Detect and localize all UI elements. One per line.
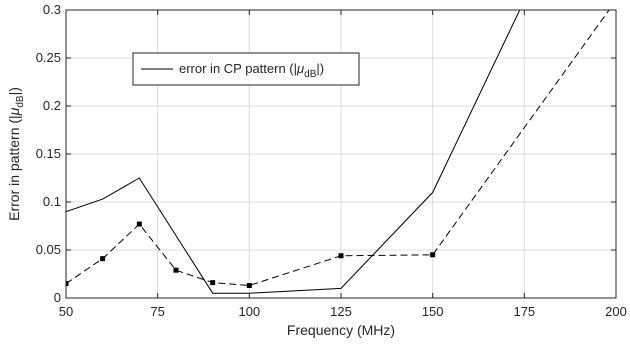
legend: error in CP pattern (|μdB|)	[132, 52, 360, 86]
x-tick-label: 200	[605, 304, 627, 319]
data-point-marker	[338, 253, 344, 259]
x-tick-label: 150	[422, 304, 444, 319]
y-axis-label: Error in pattern (|μdB|)	[6, 87, 26, 221]
x-tick-label: 50	[59, 304, 73, 319]
data-point-marker	[136, 221, 142, 227]
x-tick-label: 75	[150, 304, 164, 319]
y-tick-label: 0	[54, 290, 61, 305]
data-point-marker	[246, 283, 252, 289]
legend-label: error in CP pattern (|μdB|)	[179, 61, 324, 80]
series-line-1	[66, 10, 521, 294]
legend-label-mu: μ	[296, 61, 304, 76]
y-tick-label: 0.05	[36, 242, 61, 257]
legend-label-sub: dB	[304, 69, 317, 80]
y-axis-label-mu: μ	[6, 107, 22, 116]
y-tick-label: 0.3	[43, 2, 61, 17]
x-tick-label: 175	[513, 304, 535, 319]
y-tick-label: 0.15	[36, 146, 61, 161]
y-axis-label-suffix: |)	[6, 87, 22, 95]
data-point-marker	[430, 252, 436, 258]
y-tick-label: 0.25	[36, 50, 61, 65]
data-point-marker	[66, 281, 69, 287]
data-point-marker	[173, 267, 179, 273]
x-tick-label: 100	[238, 304, 260, 319]
data-point-marker	[614, 0, 619, 3]
x-tick-label: 125	[330, 304, 352, 319]
data-point-marker	[100, 256, 106, 262]
x-axis-label: Frequency (MHz)	[287, 322, 395, 338]
y-axis-label-prefix: Error in pattern (|	[6, 115, 22, 221]
data-point-marker	[210, 280, 216, 286]
y-axis-label-sub: dB	[15, 95, 26, 108]
legend-label-prefix: error in CP pattern (|	[179, 61, 297, 76]
legend-label-suffix: |)	[316, 61, 324, 76]
ticks: 50 75 100 125 150 175 200 0 0.05 0.1 0.15 0.2 0.25 0.…	[36, 2, 627, 319]
series-layer	[66, 0, 619, 294]
y-tick-label: 0.1	[43, 194, 61, 209]
y-tick-label: 0.2	[43, 98, 61, 113]
